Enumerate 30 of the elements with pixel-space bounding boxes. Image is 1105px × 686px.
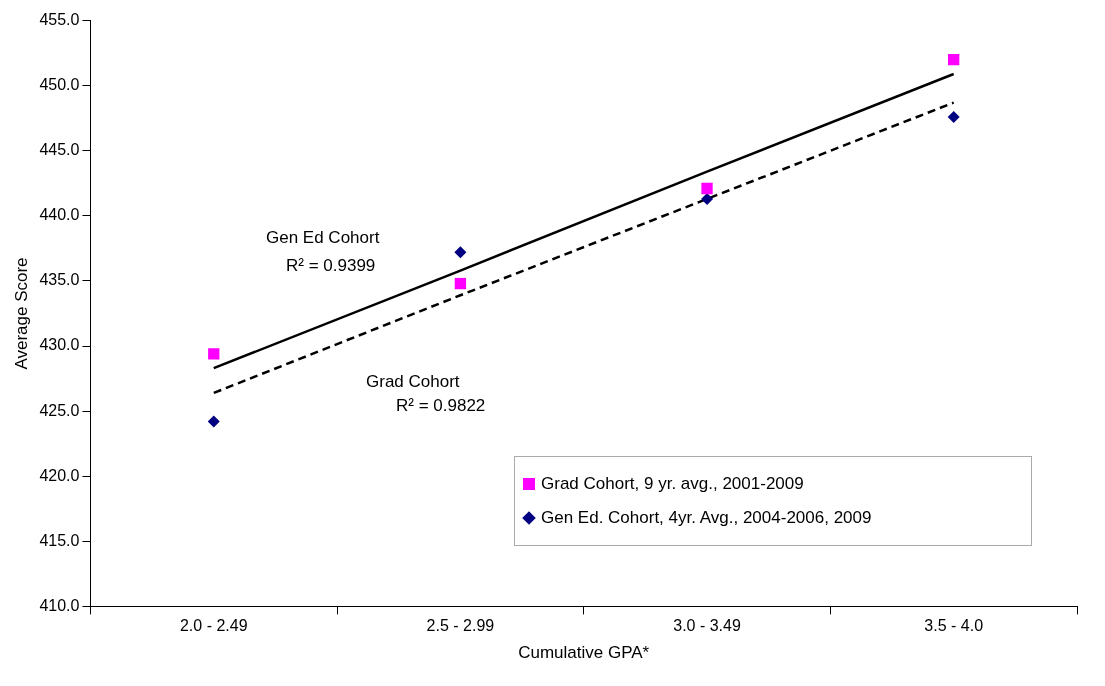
- point: [947, 110, 960, 123]
- y-tick-label: 420.0: [39, 466, 80, 484]
- y-tick-label: 425.0: [39, 401, 80, 419]
- annotation: R² = 0.9399: [286, 255, 376, 275]
- y-tick-label: 430.0: [39, 336, 80, 354]
- point: [948, 54, 960, 66]
- annotation: Gen Ed Cohort: [266, 227, 380, 247]
- y-tick-label: 445.0: [39, 141, 80, 159]
- point: [454, 246, 467, 259]
- y-tick-label: 415.0: [39, 531, 80, 549]
- x-tick-label: 2.5 - 2.99: [426, 617, 495, 635]
- y-axis-title: Average Score: [11, 257, 31, 370]
- line-series: [212, 101, 955, 395]
- y-tick-label: 450.0: [39, 76, 80, 94]
- x-tick-label: 3.5 - 4.0: [924, 617, 984, 635]
- point: [207, 415, 220, 428]
- y-tick-label: 455.0: [39, 11, 80, 29]
- x-tick-label: 3.0 - 3.49: [673, 617, 741, 635]
- y-tick-label: 440.0: [39, 206, 80, 224]
- y-tick-label: 410.0: [39, 596, 80, 614]
- y-tick-label: 435.0: [39, 271, 80, 289]
- point: [701, 182, 713, 195]
- point: [454, 277, 467, 290]
- annotation: Grad Cohort: [366, 371, 460, 391]
- x-axis-title: Cumulative GPA*: [518, 643, 650, 663]
- legend-label: Grad Cohort, 9 yr. avg., 2001-2009: [541, 474, 804, 494]
- annotation: R² = 0.9822: [396, 395, 486, 415]
- legend-label: Gen Ed. Cohort, 4yr. Avg., 2004-2006, 2009: [541, 508, 872, 528]
- point: [208, 348, 220, 360]
- x-tick-label: 2.0 - 2.49: [179, 617, 248, 635]
